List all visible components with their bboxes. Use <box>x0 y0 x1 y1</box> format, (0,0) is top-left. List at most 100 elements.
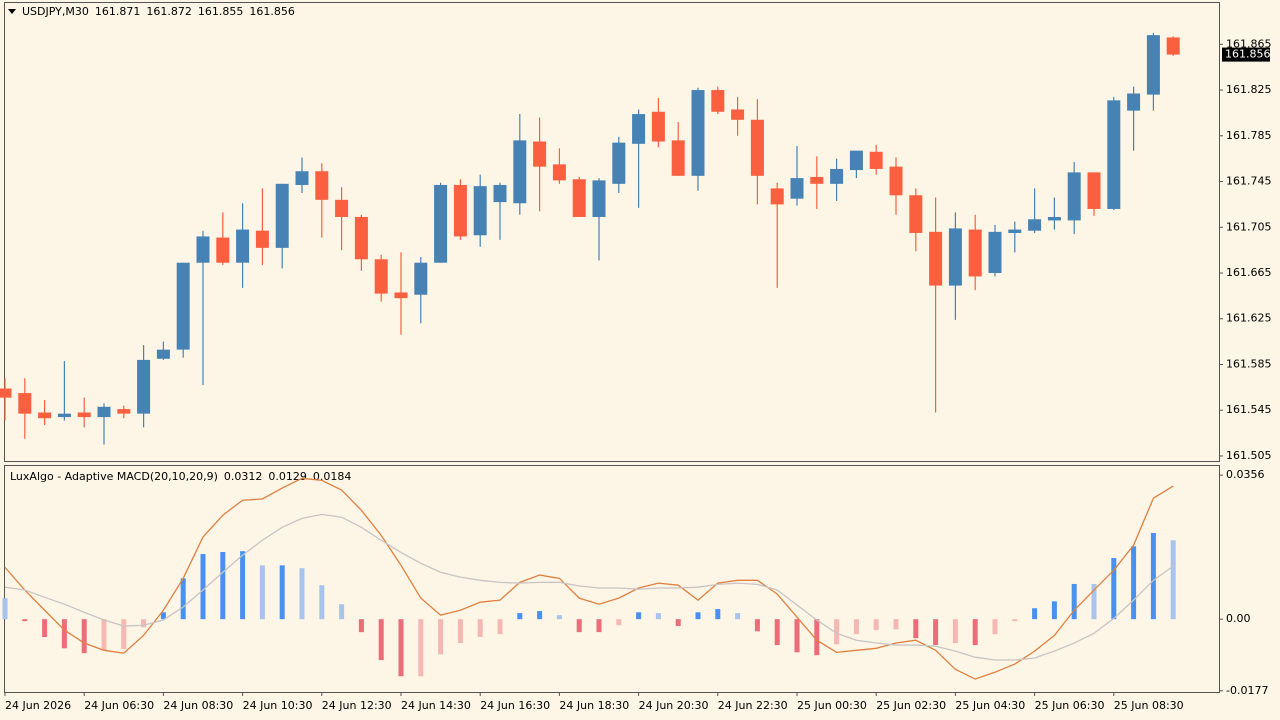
histogram-bar <box>1071 583 1077 620</box>
dropdown-icon[interactable] <box>8 9 16 14</box>
histogram-bar <box>418 619 424 677</box>
histogram-bar <box>160 612 166 620</box>
histogram-bar <box>319 585 325 620</box>
header-value: 0.0184 <box>313 470 352 483</box>
candle-body <box>434 184 448 263</box>
x-tick-label: 24 Jun 08:30 <box>163 699 233 712</box>
candle-body <box>315 171 329 200</box>
candle-body <box>453 184 467 237</box>
histogram-bar <box>834 619 840 645</box>
candle-body <box>770 188 784 205</box>
histogram-bar <box>774 619 780 646</box>
histogram-bar <box>398 619 404 677</box>
histogram-bar <box>358 619 364 633</box>
candle-body <box>968 229 982 277</box>
y-tick-label: 0.0356 <box>1226 468 1265 481</box>
histogram-bar <box>655 613 661 620</box>
y-tick-label: 161.745 <box>1226 175 1272 188</box>
candle-body <box>493 184 507 203</box>
symbol-header: USDJPY,M30 161.871 161.872 161.855 161.856 <box>22 5 295 18</box>
y-tick-label: 161.545 <box>1226 403 1272 416</box>
y-tick-label: 161.625 <box>1226 312 1272 325</box>
histogram-bar <box>794 619 800 653</box>
histogram-bar <box>913 619 919 639</box>
candle-body <box>671 140 685 176</box>
candle-body <box>889 166 903 196</box>
indicator-line <box>4 477 1174 680</box>
y-tick-label: 161.865 <box>1226 37 1272 50</box>
histogram-bar <box>695 612 701 620</box>
candle-body <box>117 409 131 414</box>
header-title: USDJPY,M30 <box>22 5 89 18</box>
histogram-bar <box>101 619 107 651</box>
candle-body <box>988 231 1002 274</box>
histogram-bar <box>121 619 127 650</box>
candle-body <box>731 109 745 120</box>
header-value: 0.0312 <box>224 470 263 483</box>
candle-body <box>1166 37 1180 55</box>
candle-body <box>196 236 210 263</box>
histogram-bar <box>893 619 899 630</box>
histogram-bar <box>497 619 503 635</box>
histogram-bar <box>992 619 998 635</box>
histogram-bar <box>457 619 463 644</box>
header-value: 161.856 <box>249 5 295 18</box>
histogram-bar <box>477 619 483 637</box>
x-tick-label: 25 Jun 02:30 <box>876 699 946 712</box>
candle-body <box>57 413 71 418</box>
histogram-bar <box>141 619 147 628</box>
x-tick-label: 24 Jun 16:30 <box>480 699 550 712</box>
candle-body <box>0 388 12 398</box>
candle-body <box>335 199 349 217</box>
x-tick-label: 24 Jun 12:30 <box>322 699 392 712</box>
candle-body <box>97 406 111 418</box>
histogram-bar <box>1091 583 1097 620</box>
histogram-bar <box>537 611 543 620</box>
histogram-bar <box>299 568 305 620</box>
histogram-bar <box>220 551 226 620</box>
histogram-bar <box>2 598 8 620</box>
histogram-bar <box>1111 558 1117 620</box>
candle-body <box>948 228 962 286</box>
histogram-bar <box>42 619 48 637</box>
candle-body <box>77 412 91 418</box>
indicator-panel <box>4 465 1220 693</box>
histogram-bar <box>200 554 206 620</box>
x-tick-label: 24 Jun 2026 <box>5 699 71 712</box>
histogram-bar <box>754 619 760 632</box>
histogram-bar <box>853 619 859 635</box>
candle-body <box>1047 216 1061 221</box>
y-tick-label: 161.585 <box>1226 357 1272 370</box>
candle-body <box>909 195 923 233</box>
candle-body <box>849 150 863 171</box>
candle-body <box>156 349 170 359</box>
candle-body <box>354 216 368 260</box>
histogram-bar <box>972 619 978 646</box>
histogram-bar <box>814 619 820 656</box>
candle-body <box>18 393 32 414</box>
candle-body <box>632 114 646 144</box>
last-price-box <box>1222 47 1270 62</box>
x-tick-label: 24 Jun 06:30 <box>84 699 154 712</box>
histogram-bar <box>952 619 958 644</box>
header-value: 161.871 <box>95 5 141 18</box>
histogram-bar <box>616 619 622 626</box>
histogram-bar <box>1131 546 1137 620</box>
header-title: LuxAlgo - Adaptive MACD(20,10,20,9) <box>10 470 218 483</box>
x-tick-label: 25 Jun 00:30 <box>797 699 867 712</box>
candle-body <box>592 180 606 217</box>
histogram-bar <box>180 578 186 620</box>
histogram-bar <box>240 551 246 620</box>
candle-body <box>473 186 487 236</box>
candle-body <box>295 171 309 185</box>
candle-body <box>790 178 804 199</box>
candle-body <box>1127 93 1141 111</box>
y-tick-label: -0.0177 <box>1226 684 1268 697</box>
histogram-bar <box>596 619 602 633</box>
y-tick-label: 161.785 <box>1226 129 1272 142</box>
header-value: 161.872 <box>146 5 192 18</box>
candle-body <box>513 140 527 204</box>
histogram-bar <box>873 619 879 631</box>
